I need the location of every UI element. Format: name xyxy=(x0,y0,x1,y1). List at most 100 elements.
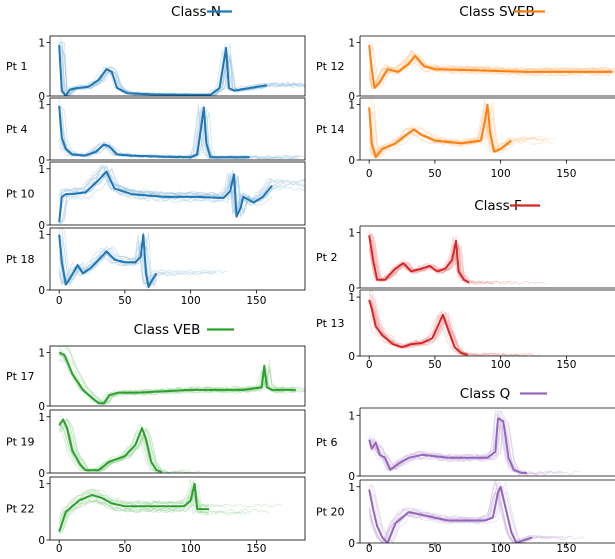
beat-trace xyxy=(58,172,283,215)
x-tick-label: 100 xyxy=(491,359,511,371)
beat-trace xyxy=(59,50,305,96)
subplot: 0 1 Pt 22 xyxy=(6,476,306,547)
beat-trace xyxy=(58,109,249,160)
plot-area xyxy=(368,290,541,356)
beat-trace xyxy=(58,489,270,524)
mean-beat-line xyxy=(58,105,250,159)
y-tick-label: 1 xyxy=(38,164,45,176)
axes-frame xyxy=(49,476,306,541)
x-tick-label: 150 xyxy=(556,168,576,180)
mean-beat-line xyxy=(58,45,268,96)
patient-label: Pt 13 xyxy=(316,317,344,330)
y-tick-label: 1 xyxy=(38,412,45,424)
y-tick-label: 0 xyxy=(38,535,45,547)
y-tick-label: 1 xyxy=(348,410,355,422)
beat-trace xyxy=(58,418,163,472)
mean-beat-line xyxy=(368,235,470,284)
beat-trace xyxy=(58,482,210,530)
axes-frame xyxy=(49,97,306,161)
x-tick-label: 50 xyxy=(428,543,441,555)
beat-trace xyxy=(59,47,305,96)
beat-trace xyxy=(368,309,533,356)
patient-label: Pt 17 xyxy=(6,370,34,383)
beat-trace xyxy=(59,359,296,406)
axes-frame xyxy=(49,35,306,97)
x-tick-label: 50 xyxy=(428,359,441,371)
x-tick-label: 150 xyxy=(246,295,266,307)
x-tick-label: 150 xyxy=(246,543,266,555)
plot-area xyxy=(58,37,305,96)
beat-trace xyxy=(368,49,612,88)
beat-trace xyxy=(59,40,302,96)
y-tick-label: 0 xyxy=(348,538,355,550)
beat-trace xyxy=(368,98,543,155)
plot-area xyxy=(58,164,305,225)
beat-trace xyxy=(59,164,273,214)
beat-trace xyxy=(368,314,467,356)
beat-trace xyxy=(59,354,297,406)
patient-label: Pt 6 xyxy=(316,436,337,449)
beat-trace xyxy=(58,176,305,215)
y-tick-label: 1 xyxy=(38,37,45,49)
x-tick-label: 150 xyxy=(556,543,576,555)
mean-beat-line xyxy=(368,44,613,89)
y-tick-label: 1 xyxy=(38,100,45,112)
x-tick-label: 50 xyxy=(118,295,131,307)
y-tick-label: 1 xyxy=(348,37,355,49)
class-title: Class F xyxy=(474,198,522,214)
beat-trace xyxy=(59,491,249,535)
beat-trace xyxy=(58,420,162,473)
beat-trace xyxy=(369,410,562,475)
beat-trace xyxy=(58,106,249,159)
plot-area xyxy=(368,480,586,543)
beat-trace xyxy=(369,239,483,285)
y-tick-label: 0 xyxy=(38,91,45,103)
beat-trace xyxy=(58,241,181,286)
plot-area xyxy=(368,229,546,285)
beat-trace xyxy=(58,98,249,159)
patient-label: Pt 18 xyxy=(6,253,34,266)
beat-trace xyxy=(368,101,549,155)
beat-trace xyxy=(59,417,189,473)
mean-beat-line xyxy=(58,233,158,289)
beat-trace xyxy=(59,354,305,404)
x-tick-label: 150 xyxy=(556,359,576,371)
beat-trace xyxy=(58,110,249,160)
x-tick-label: 50 xyxy=(428,168,441,180)
beat-trace xyxy=(59,425,168,473)
beat-trace xyxy=(368,53,615,87)
subplot: 0 1 Pt 1 xyxy=(6,35,306,103)
class-title: Class SVEB xyxy=(459,4,534,20)
patient-label: Pt 4 xyxy=(6,123,27,136)
patient-label: Pt 22 xyxy=(6,503,34,516)
y-tick-label: 0 xyxy=(348,351,355,363)
beat-trace xyxy=(368,111,554,158)
beat-trace xyxy=(58,424,162,473)
beat-trace xyxy=(58,235,228,284)
beat-trace xyxy=(58,53,305,96)
axes-frame xyxy=(49,227,306,291)
beat-trace xyxy=(369,425,528,475)
x-tick-label: 0 xyxy=(366,359,373,371)
beat-trace xyxy=(368,98,512,157)
mean-beat-line xyxy=(58,351,296,405)
beat-trace xyxy=(369,41,612,89)
patient-label: Pt 14 xyxy=(316,123,344,136)
y-tick-label: 1 xyxy=(348,100,355,112)
beat-trace xyxy=(58,496,247,534)
plot-area xyxy=(368,98,556,160)
beat-trace xyxy=(368,480,533,543)
beat-trace xyxy=(369,491,533,543)
mean-beat-line xyxy=(58,482,209,532)
y-tick-label: 0 xyxy=(38,468,45,480)
y-tick-label: 0 xyxy=(38,220,45,232)
beat-trace xyxy=(58,166,305,212)
plot-area xyxy=(58,478,283,535)
beat-trace xyxy=(59,346,305,404)
beat-trace xyxy=(58,105,249,160)
beat-trace xyxy=(368,236,470,283)
x-tick-label: 100 xyxy=(491,543,511,555)
